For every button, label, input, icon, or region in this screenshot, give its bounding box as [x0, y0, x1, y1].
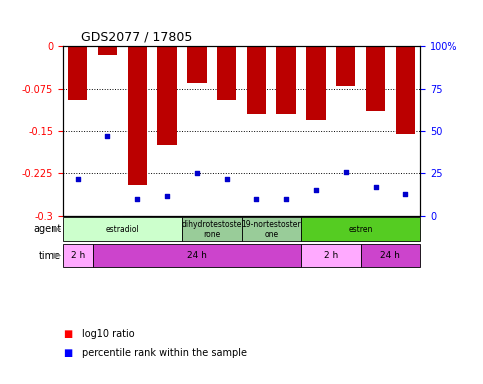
Text: estradiol: estradiol	[105, 225, 139, 233]
Point	[223, 175, 230, 182]
Text: percentile rank within the sample: percentile rank within the sample	[82, 348, 247, 358]
Text: 2 h: 2 h	[324, 251, 338, 260]
Bar	[98, 46, 117, 55]
Bar	[128, 46, 147, 185]
Bar	[187, 46, 207, 83]
Text: 19-nortestoster
one: 19-nortestoster one	[242, 220, 301, 238]
Bar	[276, 46, 296, 114]
Bar	[396, 46, 415, 134]
Text: 2 h: 2 h	[71, 251, 85, 260]
Bar	[93, 244, 301, 268]
Text: ■: ■	[63, 329, 72, 339]
Text: 24 h: 24 h	[187, 251, 207, 260]
Point	[282, 196, 290, 202]
Text: dihydrotestoste
rone: dihydrotestoste rone	[182, 220, 242, 238]
Bar	[63, 217, 182, 241]
Point	[401, 191, 409, 197]
Point	[372, 184, 380, 190]
Bar	[63, 244, 93, 268]
Point	[104, 133, 112, 139]
Text: GDS2077 / 17805: GDS2077 / 17805	[81, 30, 192, 43]
Point	[133, 196, 141, 202]
Bar	[301, 244, 361, 268]
Bar	[361, 244, 420, 268]
Bar	[242, 217, 301, 241]
Bar	[306, 46, 326, 120]
Text: ■: ■	[63, 348, 72, 358]
Text: 24 h: 24 h	[381, 251, 400, 260]
Text: agent: agent	[33, 224, 61, 234]
Point	[163, 192, 171, 199]
Bar	[157, 46, 177, 145]
Point	[253, 196, 260, 202]
Text: estren: estren	[348, 225, 373, 233]
Point	[193, 170, 201, 177]
Text: time: time	[39, 251, 61, 261]
Point	[312, 187, 320, 194]
Bar	[301, 217, 420, 241]
Bar	[336, 46, 355, 86]
Bar	[68, 46, 87, 100]
Point	[74, 175, 82, 182]
Point	[342, 169, 350, 175]
Text: log10 ratio: log10 ratio	[82, 329, 135, 339]
Bar	[217, 46, 236, 100]
Bar	[182, 217, 242, 241]
Bar	[247, 46, 266, 114]
Bar	[366, 46, 385, 111]
